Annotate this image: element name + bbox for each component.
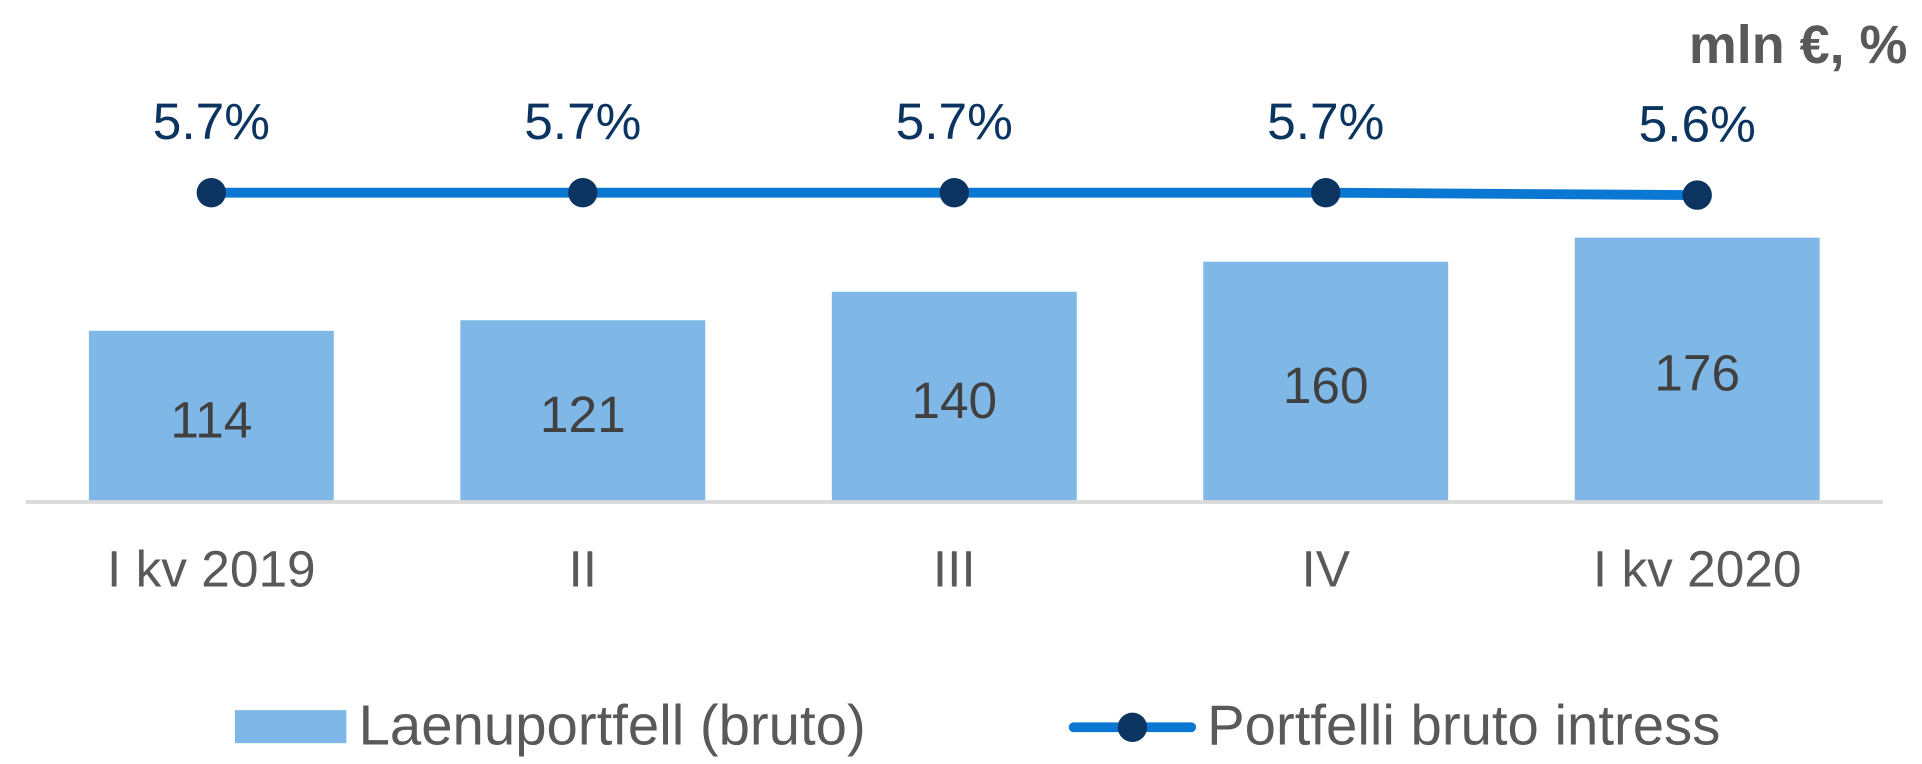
x-tick-label: III — [933, 540, 976, 598]
x-tick-label: I kv 2019 — [107, 540, 316, 598]
line-value-label: 5.6% — [1639, 94, 1756, 152]
bar — [1203, 261, 1449, 502]
line-value-label: 5.7% — [524, 92, 641, 150]
legend-label: Laenuportfell (bruto) — [359, 694, 866, 757]
line-marker — [568, 177, 598, 208]
bar-value-label: 160 — [1283, 356, 1369, 414]
line-marker — [196, 177, 227, 208]
line-value-label: 5.7% — [896, 92, 1013, 150]
bar-value-label: 176 — [1654, 344, 1740, 402]
unit-label: mln €, % — [1689, 15, 1907, 75]
legend-label: Portfelli bruto intress — [1207, 694, 1720, 757]
line-marker — [939, 177, 969, 208]
x-tick-label: II — [569, 540, 598, 598]
bar-value-label: 114 — [170, 390, 252, 448]
x-tick-label: I kv 2020 — [1593, 540, 1802, 598]
bar-value-label: 121 — [540, 385, 626, 443]
bar — [88, 330, 334, 502]
line-marker — [1311, 177, 1341, 208]
legend-marker — [1117, 712, 1148, 742]
bar-value-label: 140 — [911, 371, 997, 429]
line-value-label: 5.7% — [1267, 92, 1384, 150]
bar — [831, 291, 1077, 502]
bar — [460, 320, 706, 502]
legend-swatch — [234, 710, 347, 744]
bar — [1574, 237, 1820, 502]
x-tick-label: IV — [1301, 540, 1350, 598]
line-value-label: 5.7% — [153, 92, 270, 150]
line-marker — [1682, 180, 1712, 210]
